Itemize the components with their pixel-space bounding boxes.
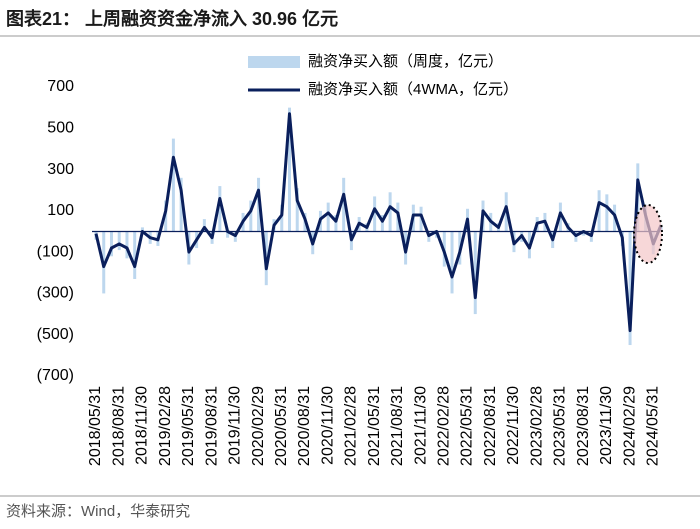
bar: [473, 231, 477, 315]
y-tick-label: 700: [47, 78, 74, 95]
y-tick-label: 500: [47, 120, 74, 137]
x-tick-label: 2020/08/31: [296, 386, 313, 466]
y-tick-label: 100: [47, 202, 74, 219]
x-tick-label: 2019/05/31: [180, 386, 197, 466]
bar: [249, 200, 253, 232]
chart-title: 图表21： 上周融资资金净流入 30.96 亿元: [6, 8, 338, 29]
legend-swatch: [248, 56, 300, 68]
x-tick-label: 2020/05/31: [273, 386, 290, 466]
x-tick-label: 2023/05/31: [552, 386, 569, 466]
x-tick-label: 2020/11/30: [319, 386, 336, 465]
x-tick-label: 2024/02/29: [621, 386, 638, 466]
y-tick-label: (700): [37, 367, 74, 384]
legend-label: 融资净买入额（周度，亿元）: [308, 53, 503, 70]
x-tick-label: 2020/02/29: [250, 386, 267, 466]
x-tick-label: 2022/11/30: [505, 386, 522, 465]
y-tick-label: 300: [47, 161, 74, 178]
bar: [288, 107, 291, 232]
bar: [342, 177, 346, 232]
bar: [218, 186, 222, 232]
x-tick-label: 2023/02/28: [528, 386, 545, 466]
bar: [202, 219, 206, 232]
x-tick-label: 2023/11/30: [598, 386, 615, 465]
bar: [109, 231, 113, 257]
x-tick-label: 2021/05/31: [366, 386, 383, 466]
bar: [597, 190, 601, 232]
bar: [117, 231, 121, 251]
x-tick-label: 2019/11/30: [227, 386, 244, 465]
x-tick-label: 2023/08/31: [575, 386, 592, 466]
x-tick-label: 2018/08/31: [110, 386, 127, 466]
x-tick-label: 2022/02/28: [436, 386, 453, 466]
bar: [295, 188, 299, 232]
bar: [628, 231, 632, 346]
x-tick-label: 2018/11/30: [134, 386, 151, 465]
bar: [388, 192, 392, 232]
bar: [605, 194, 609, 232]
x-tick-label: 2021/02/28: [343, 386, 360, 466]
highlight: [633, 204, 663, 264]
bar: [125, 231, 129, 259]
x-tick-label: 2022/05/31: [459, 386, 476, 466]
x-tick-label: 2021/11/30: [412, 386, 429, 465]
bar: [373, 196, 377, 232]
y-tick-label: (500): [37, 326, 74, 343]
bar: [450, 231, 454, 294]
bar: [280, 204, 284, 232]
bar: [171, 138, 175, 232]
legend-label: 融资净买入额（4WMA，亿元）: [308, 81, 518, 98]
bar: [179, 177, 183, 232]
bar: [582, 231, 586, 236]
y-tick-label: (300): [37, 285, 74, 302]
x-tick-label: 2021/08/31: [389, 386, 406, 466]
source: 资料来源：Wind，华泰研究: [6, 503, 190, 520]
x-tick-label: 2018/05/31: [87, 386, 104, 466]
x-tick-label: 2019/02/28: [157, 386, 174, 466]
line: [94, 112, 663, 333]
x-tick-label: 2024/05/31: [644, 386, 661, 466]
y-tick-label: (100): [37, 243, 74, 260]
bar: [380, 214, 384, 232]
bar: [334, 214, 338, 232]
bar: [133, 231, 137, 279]
bar: [226, 231, 230, 238]
bar: [140, 227, 144, 232]
bar: [326, 202, 330, 232]
x-tick-label: 2022/08/31: [482, 386, 499, 466]
x-tick-label: 2019/08/31: [203, 386, 220, 466]
